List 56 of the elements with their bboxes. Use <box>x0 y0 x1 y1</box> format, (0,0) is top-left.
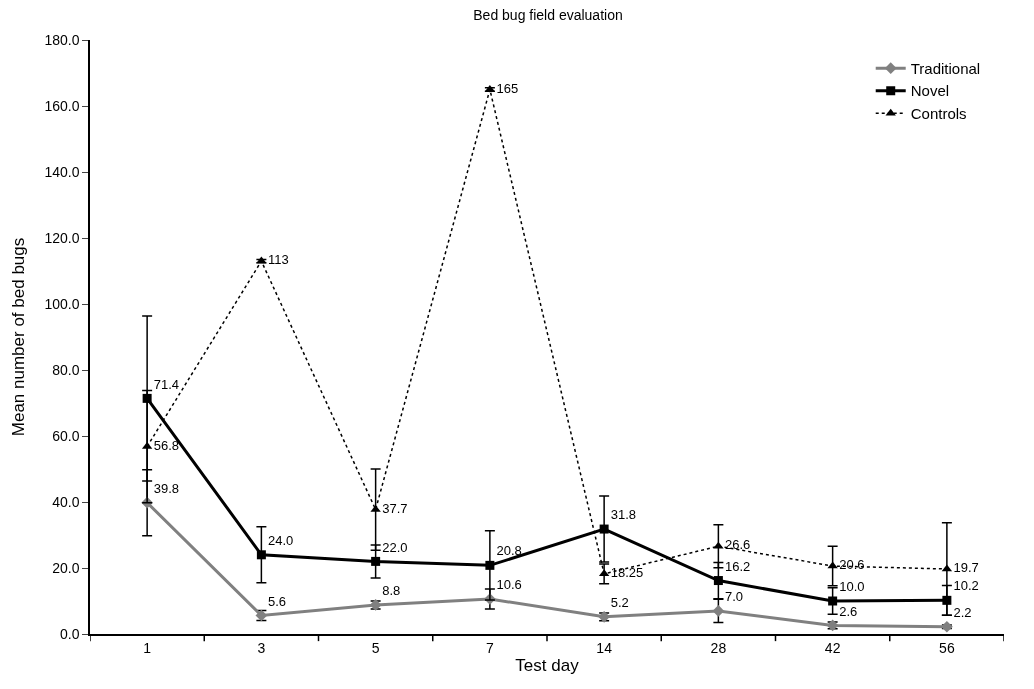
x-tick-label: 7 <box>485 639 494 656</box>
x-tick-label: 14 <box>596 639 613 656</box>
data-label: 18.25 <box>610 565 644 581</box>
data-label: 10.0 <box>839 579 865 595</box>
point <box>713 576 723 586</box>
data-label: 39.8 <box>153 480 180 496</box>
data-label: 5.6 <box>268 593 287 609</box>
data-label: 19.7 <box>953 560 979 576</box>
legend-label: Novel <box>910 82 950 100</box>
data-label: 26.6 <box>725 537 751 553</box>
data-label: 37.7 <box>382 500 408 516</box>
x-tick-label: 1 <box>143 639 152 656</box>
y-tick-label: 40.0 <box>52 493 80 510</box>
data-label: 2.2 <box>953 604 972 620</box>
data-label: 10.6 <box>496 577 522 593</box>
y-tick-label: 20.0 <box>52 559 80 576</box>
point <box>712 605 725 617</box>
x-axis-title: Test day <box>515 656 580 676</box>
data-label: 71.4 <box>153 376 180 392</box>
x-tick-label: 56 <box>939 639 955 656</box>
point <box>599 524 609 534</box>
data-label: 165 <box>496 80 519 96</box>
y-tick-label: 100.0 <box>44 295 80 312</box>
legend-label: Traditional <box>910 59 981 77</box>
point <box>941 620 953 633</box>
point <box>485 560 495 570</box>
data-label: 8.8 <box>382 583 401 599</box>
data-label: 113 <box>268 252 289 268</box>
data-label: 22.0 <box>382 539 408 555</box>
point <box>828 596 838 606</box>
data-label: 24.0 <box>268 532 294 548</box>
y-axis-title: Mean number of bed bugs <box>9 237 29 437</box>
data-label: 31.8 <box>610 507 637 523</box>
point <box>371 556 381 566</box>
x-tick-label: 3 <box>257 639 266 656</box>
x-tick-label: 5 <box>371 639 380 656</box>
data-label: 16.2 <box>725 558 751 574</box>
data-label: 7.0 <box>725 589 744 605</box>
data-label: 56.8 <box>153 437 180 453</box>
data-label: 20.6 <box>839 557 865 573</box>
x-tick-label: 42 <box>824 639 841 656</box>
data-label: 2.6 <box>839 603 858 619</box>
y-tick-label: 140.0 <box>44 163 80 180</box>
y-tick-label: 180.0 <box>44 31 80 48</box>
y-tick-label: 160.0 <box>44 97 80 114</box>
data-label: 5.2 <box>610 594 629 610</box>
y-tick-label: 60.0 <box>52 427 80 444</box>
data-label: 10.2 <box>953 578 979 594</box>
y-tick-label: 80.0 <box>52 361 80 378</box>
y-tick-label: 120.0 <box>44 229 80 246</box>
legend-label: Controls <box>910 104 967 122</box>
y-tick-label: 0.0 <box>59 625 80 642</box>
x-tick-label: 28 <box>710 639 727 656</box>
data-label: 20.8 <box>496 543 522 559</box>
chart-title: Bed bug field evaluation <box>473 7 623 24</box>
point <box>256 550 266 560</box>
